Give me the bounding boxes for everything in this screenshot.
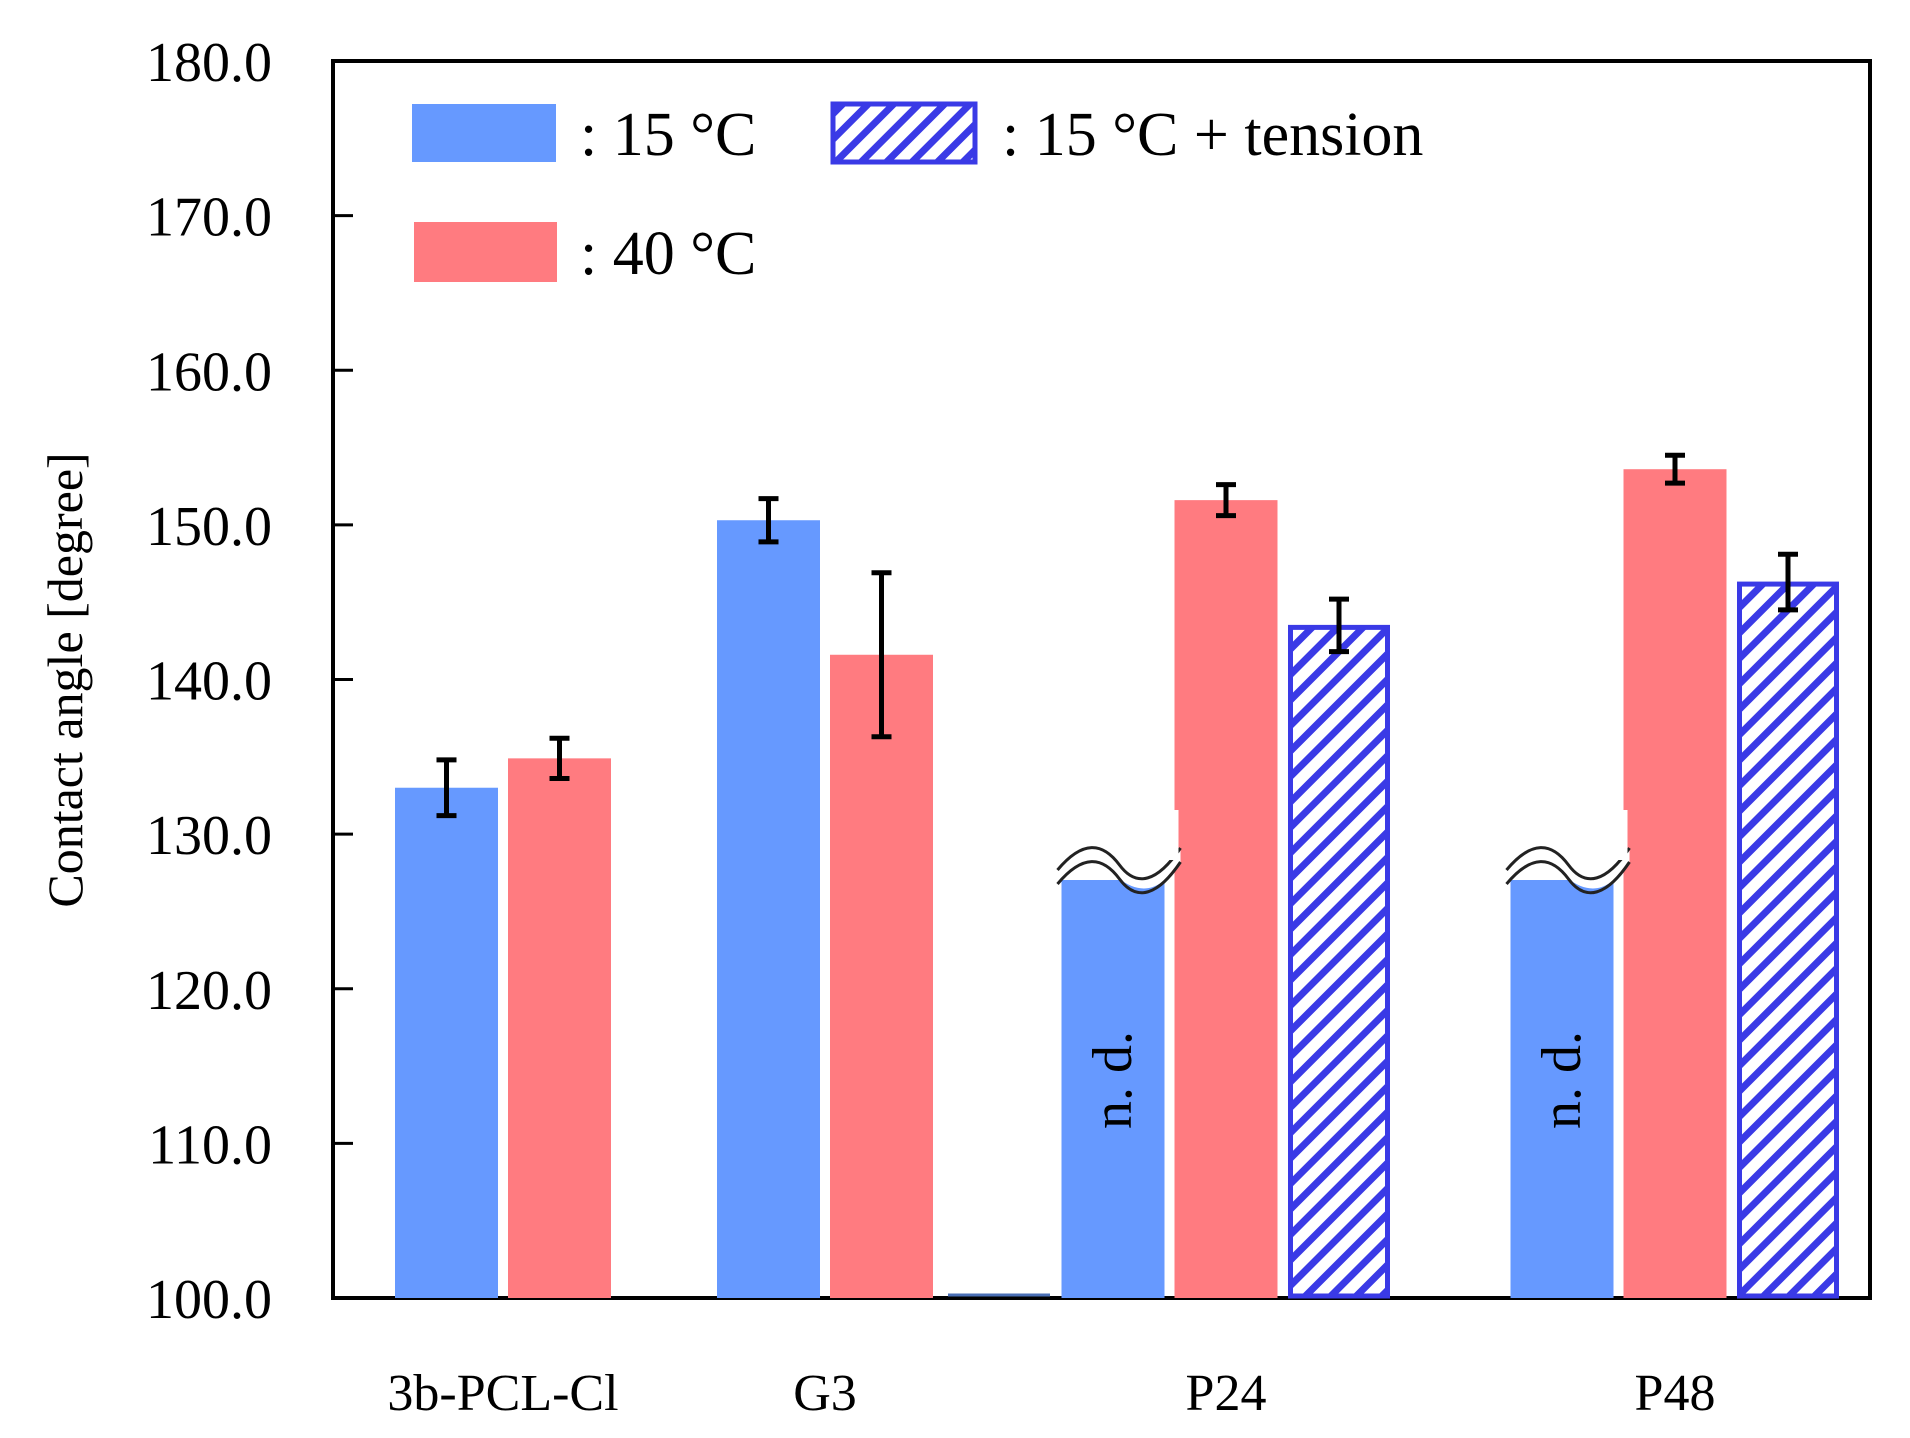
- y-tick-label: 110.0: [148, 1114, 272, 1176]
- y-tick-label: 140.0: [146, 651, 272, 713]
- bar-s40-G3: [830, 654, 933, 1298]
- y-tick-label: 120.0: [146, 960, 272, 1022]
- legend-label-15c-tension: : 15 °C + tension: [1002, 101, 1423, 169]
- bar-s15-placeholder: [1061, 880, 1165, 1298]
- bar-s40-P48: [1623, 469, 1727, 1299]
- not-determined-group: n. d. n. d.: [1056, 810, 1631, 1298]
- y-axis: 100.0 110.0 120.0 130.0 140.0 150.0 160.0 170.0…: [146, 32, 353, 1331]
- legend-swatch-15c: [412, 104, 556, 162]
- x-tick-label: P48: [1635, 1365, 1716, 1422]
- y-tick-label: 180.0: [146, 32, 272, 94]
- break-gap: [1168, 810, 1179, 860]
- break-line-bottom: [1056, 860, 1182, 895]
- break-line-top: [1505, 846, 1631, 881]
- y-tick-label: 160.0: [146, 341, 272, 403]
- bar-tension-P24: [1288, 624, 1390, 1299]
- legend-swatch-40c: [414, 222, 557, 282]
- x-axis-labels: 3b-PCL-Cl G3 P24 P48: [387, 1365, 1715, 1422]
- x-tick-label: P24: [1186, 1365, 1267, 1422]
- bar-s15-G3: [717, 520, 820, 1298]
- y-tick-label: 170.0: [146, 187, 272, 249]
- bar-tension-P48: [1737, 581, 1839, 1299]
- legend: : 15 °C : 15 °C + tension : 40 °C: [412, 101, 1423, 288]
- x-tick-label: G3: [793, 1365, 857, 1422]
- legend-label-15c: : 15 °C: [580, 101, 756, 169]
- break-gap: [1617, 810, 1628, 860]
- nd-label: n. d.: [1531, 1031, 1593, 1129]
- break-line-top: [1056, 846, 1182, 881]
- bar-s15-3b-PCL-Cl: [395, 787, 498, 1298]
- legend-label-40c: : 40 °C: [580, 220, 756, 288]
- nd-label: n. d.: [1082, 1031, 1144, 1129]
- break-line-bottom: [1505, 860, 1631, 895]
- bar-s15-placeholder: [1510, 880, 1614, 1298]
- y-axis-title: Contact angle [degree]: [37, 452, 93, 907]
- x-tick-label: 3b-PCL-Cl: [387, 1365, 618, 1422]
- y-tick-label: 150.0: [146, 496, 272, 558]
- legend-swatch-15c-tension: [830, 101, 978, 165]
- bar-s40-3b-PCL-Cl: [508, 758, 611, 1298]
- bar-s40-P24: [1174, 500, 1278, 1298]
- y-tick-label: 100.0: [146, 1269, 272, 1331]
- bars-group: [395, 452, 1839, 1299]
- y-tick-label: 130.0: [146, 805, 272, 867]
